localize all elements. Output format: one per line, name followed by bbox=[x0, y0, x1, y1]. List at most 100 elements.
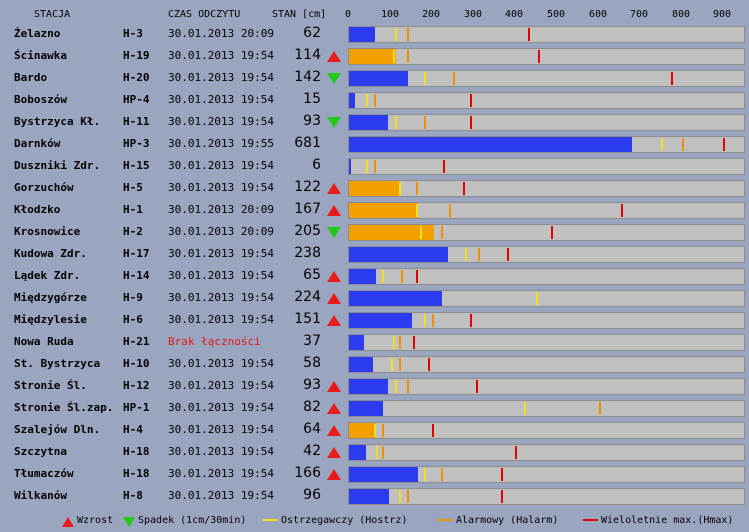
level-bar bbox=[348, 488, 745, 505]
level-bar bbox=[348, 444, 745, 461]
station-name: Bardo bbox=[14, 71, 48, 84]
max-marker bbox=[470, 94, 472, 107]
station-name: Lądek Zdr. bbox=[14, 269, 81, 282]
alarm-marker bbox=[478, 248, 480, 261]
read-time: 30.01.2013 19:54 bbox=[168, 49, 274, 62]
water-level: 122 bbox=[294, 179, 321, 195]
level-bar bbox=[348, 224, 745, 241]
read-time: 30.01.2013 19:54 bbox=[168, 357, 274, 370]
max-marker bbox=[413, 336, 415, 349]
scale-tick-label: 500 bbox=[546, 9, 566, 20]
station-name: Tłumaczów bbox=[14, 467, 74, 480]
station-row: Darnków HP-3 30.01.2013 19:55 681 bbox=[0, 133, 749, 155]
max-marker bbox=[428, 358, 430, 371]
station-name: Międzylesie bbox=[14, 313, 87, 326]
level-fill bbox=[349, 203, 418, 218]
station-code: H-10 bbox=[123, 357, 150, 370]
warning-marker bbox=[395, 28, 397, 41]
header-level: STAN [cm] bbox=[272, 9, 327, 20]
alarm-marker bbox=[407, 50, 409, 63]
alarm-marker bbox=[407, 380, 409, 393]
level-fill bbox=[349, 159, 351, 174]
alarm-marker bbox=[382, 446, 384, 459]
max-marker bbox=[501, 490, 503, 503]
station-code: H-5 bbox=[123, 181, 143, 194]
max-marker bbox=[470, 116, 472, 129]
level-fill bbox=[349, 401, 383, 416]
legend-rise-icon bbox=[62, 517, 74, 527]
water-level: 238 bbox=[294, 245, 321, 261]
level-bar bbox=[348, 158, 745, 175]
station-name: St. Bystrzyca bbox=[14, 357, 101, 370]
station-row: Bardo H-20 30.01.2013 19:54 142 bbox=[0, 67, 749, 89]
station-name: Nowa Ruda bbox=[14, 335, 74, 348]
read-time: 30.01.2013 19:54 bbox=[168, 379, 274, 392]
alarm-marker bbox=[416, 182, 418, 195]
max-marker bbox=[432, 424, 434, 437]
level-fill bbox=[349, 71, 408, 86]
alarm-marker bbox=[399, 336, 401, 349]
level-bar bbox=[348, 356, 745, 373]
water-level: 42 bbox=[303, 443, 321, 459]
level-fill bbox=[349, 423, 376, 438]
legend-fall: Spadek (1cm/30min) bbox=[138, 515, 247, 526]
legend-alarm-line bbox=[438, 519, 453, 521]
warning-marker bbox=[395, 116, 397, 129]
warning-marker bbox=[536, 292, 538, 305]
station-name: Darnków bbox=[14, 137, 61, 150]
station-code: H-6 bbox=[123, 313, 143, 326]
warning-marker bbox=[376, 446, 378, 459]
max-marker bbox=[621, 204, 623, 217]
warning-marker bbox=[416, 204, 418, 217]
level-bar bbox=[348, 246, 745, 263]
station-row: Szczytna H-18 30.01.2013 19:54 42 bbox=[0, 441, 749, 463]
station-name: Stronie Śl. bbox=[14, 379, 87, 392]
read-time: 30.01.2013 19:54 bbox=[168, 423, 274, 436]
header-station: STACJA bbox=[34, 9, 71, 20]
station-row: Kudowa Zdr. H-17 30.01.2013 19:54 238 bbox=[0, 243, 749, 265]
station-row: Ścinawka H-19 30.01.2013 19:54 114 bbox=[0, 45, 749, 67]
read-time: 30.01.2013 20:09 bbox=[168, 27, 274, 40]
level-bar bbox=[348, 268, 745, 285]
scale-tick-label: 300 bbox=[463, 9, 483, 20]
scale-tick-label: 0 bbox=[344, 9, 352, 20]
level-bar bbox=[348, 466, 745, 483]
legend-fall-icon bbox=[123, 517, 135, 527]
read-time: 30.01.2013 19:55 bbox=[168, 137, 274, 150]
station-code: H-18 bbox=[123, 467, 150, 480]
level-bar bbox=[348, 26, 745, 43]
station-row: Boboszów HP-4 30.01.2013 19:54 15 bbox=[0, 89, 749, 111]
water-level: 62 bbox=[303, 25, 321, 41]
water-level: 65 bbox=[303, 267, 321, 283]
alarm-marker bbox=[374, 94, 376, 107]
level-bar bbox=[348, 400, 745, 417]
station-code: H-4 bbox=[123, 423, 143, 436]
water-level: 224 bbox=[294, 289, 321, 305]
warning-marker bbox=[393, 336, 395, 349]
max-marker bbox=[538, 50, 540, 63]
station-row: St. Bystrzyca H-10 30.01.2013 19:54 58 bbox=[0, 353, 749, 375]
max-marker bbox=[476, 380, 478, 393]
max-marker bbox=[443, 160, 445, 173]
scale-tick-label: 400 bbox=[504, 9, 524, 20]
station-row: Nowa Ruda H-21 Brak łączności 37 bbox=[0, 331, 749, 353]
read-time: 30.01.2013 19:54 bbox=[168, 467, 274, 480]
warning-marker bbox=[382, 270, 384, 283]
level-bar bbox=[348, 312, 745, 329]
read-time: 30.01.2013 19:54 bbox=[168, 181, 274, 194]
scale-tick-label: 800 bbox=[671, 9, 691, 20]
alarm-marker bbox=[441, 468, 443, 481]
level-fill bbox=[349, 137, 632, 152]
level-bar bbox=[348, 136, 745, 153]
fall-icon bbox=[327, 73, 341, 84]
legend-alarm: Alarmowy (Halarm) bbox=[456, 515, 559, 526]
station-code: H-2 bbox=[123, 225, 143, 238]
station-code: H-18 bbox=[123, 445, 150, 458]
water-level: 58 bbox=[303, 355, 321, 371]
water-level: 37 bbox=[303, 333, 321, 349]
water-level: 114 bbox=[294, 47, 321, 63]
alarm-marker bbox=[424, 116, 426, 129]
scale-tick-label: 600 bbox=[588, 9, 608, 20]
warning-marker bbox=[374, 424, 376, 437]
water-level: 167 bbox=[294, 201, 321, 217]
